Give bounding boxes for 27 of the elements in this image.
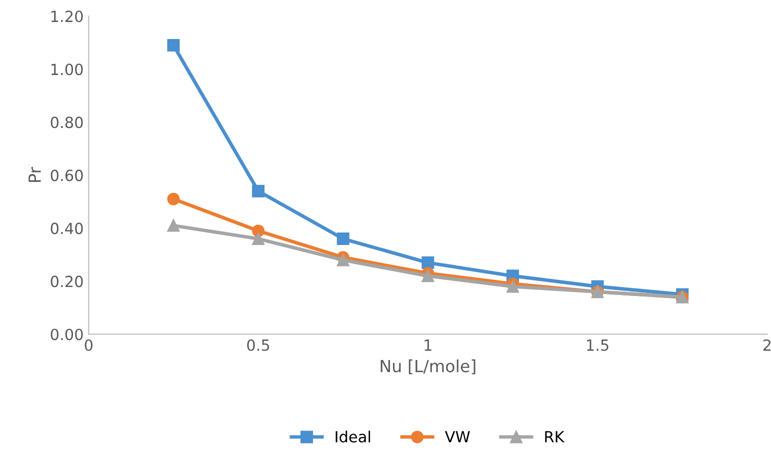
y-tick-label: 0.20 bbox=[50, 276, 83, 288]
legend-label: Ideal bbox=[336, 430, 370, 443]
y-tick-label: 0.80 bbox=[50, 116, 83, 128]
point bbox=[422, 256, 434, 269]
x-tick-label: 1.5 bbox=[587, 340, 608, 351]
x-tick-label: 1 bbox=[424, 340, 432, 351]
x-axis-title: Nu [L/mole] bbox=[380, 359, 476, 374]
point bbox=[506, 280, 519, 293]
y-tick-label: 1.20 bbox=[51, 10, 83, 22]
point bbox=[167, 39, 180, 52]
point bbox=[167, 192, 180, 206]
x-tick-label: 0 bbox=[84, 339, 93, 351]
point bbox=[252, 184, 265, 198]
x-tick-label: 0.5 bbox=[247, 339, 270, 351]
point bbox=[252, 232, 265, 246]
y-tick-label: 1.00 bbox=[51, 64, 83, 76]
point bbox=[336, 254, 350, 266]
legend-label: RK bbox=[545, 431, 565, 442]
y-tick-label: 0.60 bbox=[50, 170, 83, 182]
y-tick-label: 0.40 bbox=[50, 222, 83, 234]
y-tick-label: 0.00 bbox=[50, 328, 83, 340]
x-tick-label: 2 bbox=[763, 339, 770, 351]
point bbox=[336, 232, 350, 246]
legend-label: VW bbox=[444, 431, 470, 442]
point bbox=[167, 219, 180, 232]
point bbox=[422, 270, 434, 282]
y-axis-title: Pr bbox=[28, 166, 41, 182]
